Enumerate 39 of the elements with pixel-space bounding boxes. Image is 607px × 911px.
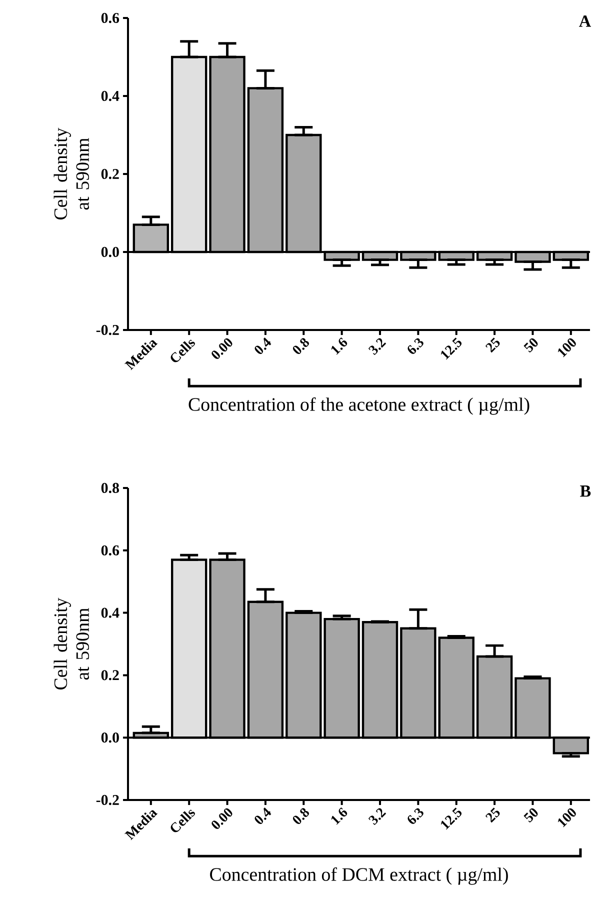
x-tick-label: 0.4: [254, 808, 272, 824]
y-tick-label: 0.4: [101, 608, 120, 618]
x-tick-label: 0.8: [292, 338, 309, 354]
x-tick-label: 50: [524, 338, 538, 353]
y-tick-label: 0.4: [101, 90, 120, 102]
y-tick-label: 0.0: [101, 246, 119, 258]
x-axis-title: Concentration of the acetone extract ( µg/ml): [188, 397, 530, 415]
x-tick-label: 12.5: [440, 808, 462, 830]
x-tick-label: 12.5: [440, 338, 462, 360]
x-tick-label: Cells: [170, 340, 195, 362]
y-tick-label: 0.2: [101, 670, 119, 680]
x-tick-label: 6.3: [408, 808, 424, 824]
x-axis-title: Concentration of DCM extract ( µg/ml): [210, 867, 508, 885]
x-tick-label: 6.3: [408, 338, 424, 354]
x-tick-label: 0.8: [292, 808, 309, 824]
y-tick-label: -0.2: [96, 324, 119, 336]
chart-title: B: [580, 486, 591, 497]
chart-title: A: [579, 16, 591, 27]
x-tick-label: 0.00: [212, 808, 232, 829]
x-tick-label: 1.6: [331, 808, 348, 825]
x-tick-label: 50: [524, 808, 538, 823]
y-tick-label: 0.2: [101, 168, 119, 180]
y-axis-title: Cell density at 590nm: [54, 128, 90, 220]
x-tick-label: 25: [486, 338, 500, 353]
x-tick-label: 1.6: [331, 338, 348, 355]
y-tick-label: 0.6: [101, 545, 120, 556]
x-tick-label: 100: [558, 338, 576, 358]
x-tick-label: 3.2: [368, 338, 386, 355]
y-axis-title: Cell density at 590nm: [54, 598, 90, 690]
x-tick-label: Cells: [170, 810, 195, 832]
y-tick-label: 0.0: [101, 732, 119, 743]
y-tick-label: 0.6: [101, 12, 120, 24]
x-tick-label: 3.2: [368, 808, 386, 825]
x-tick-label: 0.4: [254, 338, 272, 354]
x-tick-label: 25: [486, 808, 500, 823]
y-tick-label: -0.2: [96, 794, 119, 806]
x-tick-label: 0.00: [212, 338, 232, 359]
x-tick-label: 100: [558, 808, 576, 828]
y-tick-label: 0.8: [101, 482, 119, 494]
